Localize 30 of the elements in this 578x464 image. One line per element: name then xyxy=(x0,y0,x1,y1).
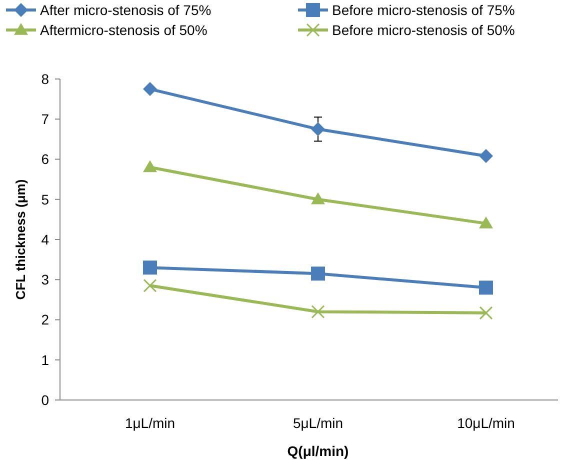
point xyxy=(311,192,325,204)
point xyxy=(311,266,325,281)
legend-label: Aftermicro-stenosis of 50% xyxy=(40,22,208,38)
y-tick-label: 3 xyxy=(41,272,50,288)
point xyxy=(479,306,493,320)
y-axis-title: CFL thickness (μm) xyxy=(13,179,28,300)
point xyxy=(479,149,493,164)
legend-label: Before micro-stenosis of 75% xyxy=(332,2,515,18)
y-tick-label: 8 xyxy=(41,70,50,87)
point xyxy=(143,160,157,172)
x-tick-label: 5μL/min xyxy=(292,415,344,431)
x-tick-label: 1μL/min xyxy=(124,415,176,431)
y-tick-label: 0 xyxy=(41,392,50,408)
y-tick-label: 4 xyxy=(41,231,50,248)
x-tick-label: 10μL/min xyxy=(457,415,515,431)
point xyxy=(143,260,157,275)
y-tick-label: 5 xyxy=(41,191,50,208)
y-tick-label: 2 xyxy=(41,312,50,328)
y-tick-label: 6 xyxy=(41,151,50,168)
point xyxy=(311,304,325,318)
x-axis-title: Q(μl/min) xyxy=(287,443,349,459)
y-tick-label: 7 xyxy=(41,111,50,128)
point xyxy=(479,280,493,295)
point xyxy=(143,278,157,292)
point xyxy=(479,216,493,228)
legend-label: After micro-stenosis of 75% xyxy=(40,2,212,18)
point xyxy=(311,122,325,136)
y-tick-label: 1 xyxy=(41,352,50,368)
legend-label: Before micro-stenosis of 50% xyxy=(332,22,515,38)
point xyxy=(143,82,157,96)
